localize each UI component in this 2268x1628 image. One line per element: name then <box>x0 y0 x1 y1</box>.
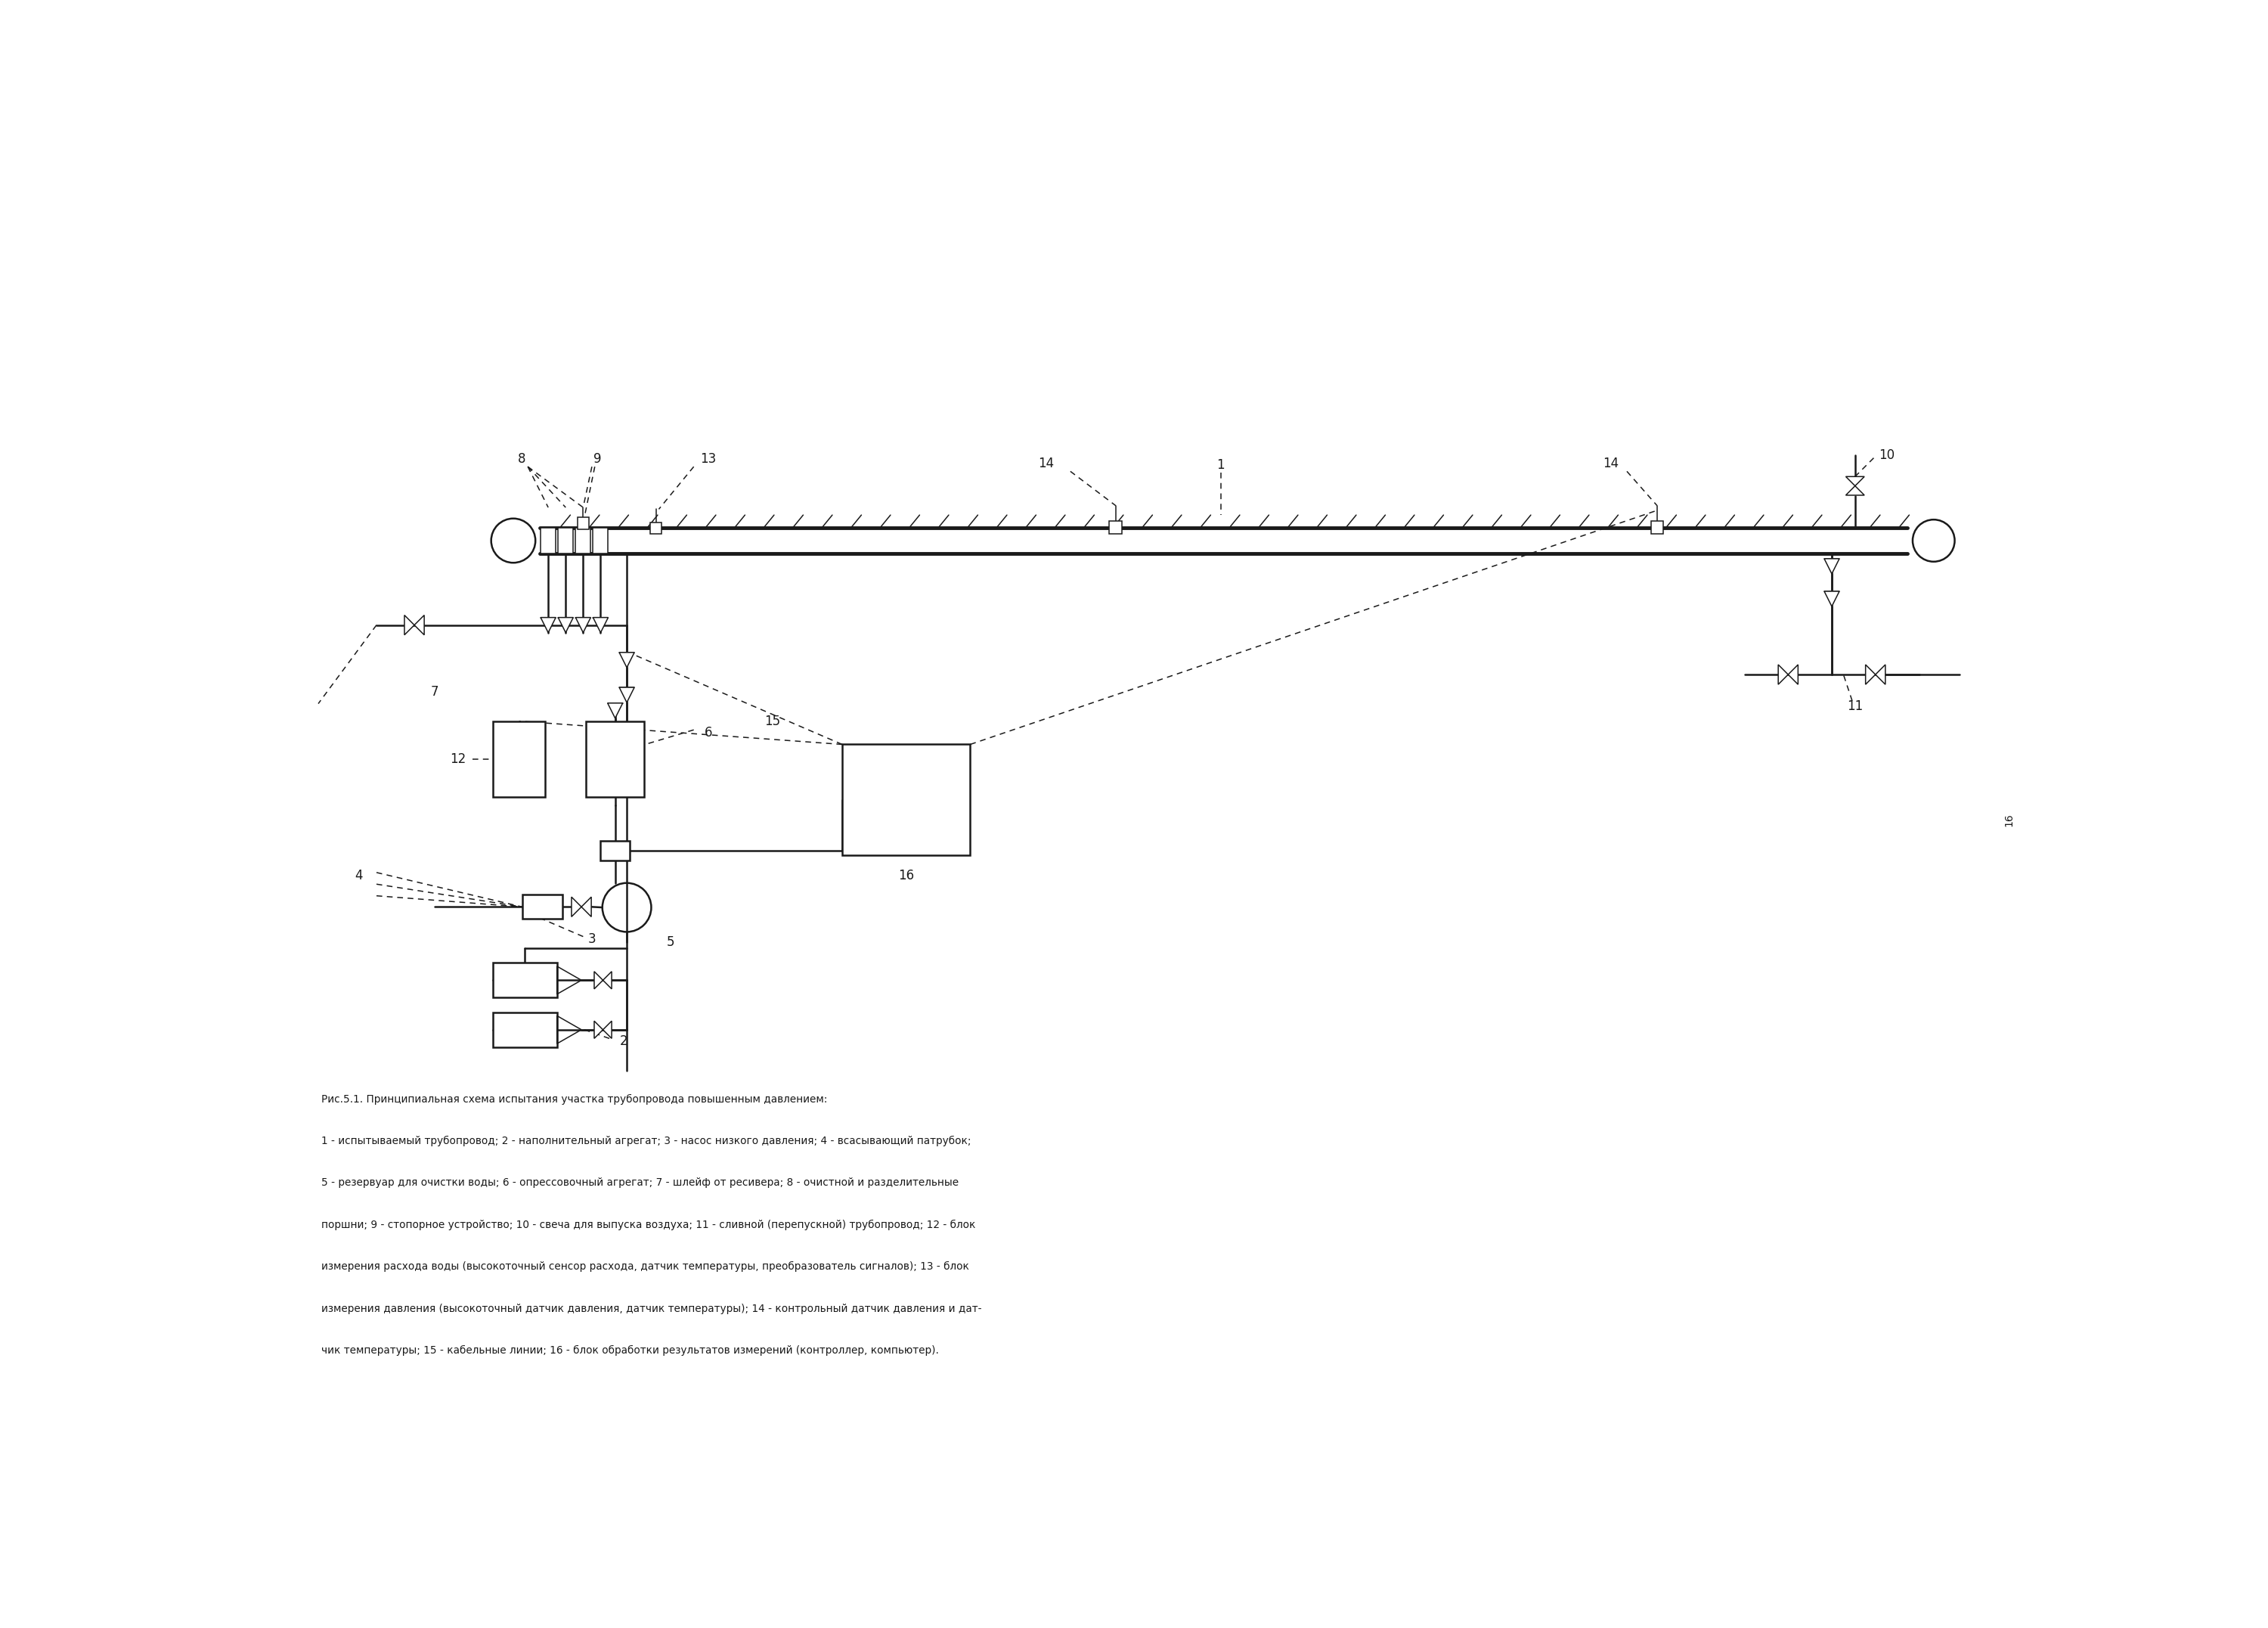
Polygon shape <box>594 1021 603 1039</box>
Polygon shape <box>581 897 592 917</box>
Polygon shape <box>619 687 635 703</box>
Text: поршни; 9 - стопорное устройство; 10 - свеча для выпуска воздуха; 11 - сливной (: поршни; 9 - стопорное устройство; 10 - с… <box>322 1219 975 1231</box>
Bar <box>492 962 558 998</box>
Text: 4: 4 <box>356 869 363 882</box>
Bar <box>1109 521 1123 534</box>
Polygon shape <box>415 615 424 635</box>
Circle shape <box>492 518 535 563</box>
Text: 14: 14 <box>1039 457 1055 470</box>
Bar <box>576 527 590 554</box>
Text: 1 - испытываемый трубопровод; 2 - наполнительный агрегат; 3 - насос низкого давл: 1 - испытываемый трубопровод; 2 - наполн… <box>322 1136 971 1146</box>
Polygon shape <box>1787 664 1799 684</box>
Polygon shape <box>592 617 608 633</box>
Bar <box>601 840 631 861</box>
Polygon shape <box>603 1021 612 1039</box>
Polygon shape <box>1823 591 1839 606</box>
Text: 2: 2 <box>619 1034 628 1048</box>
Bar <box>841 744 971 855</box>
Text: 16: 16 <box>898 869 914 882</box>
Bar <box>592 527 608 554</box>
Polygon shape <box>1778 664 1787 684</box>
Text: 11: 11 <box>1846 700 1862 713</box>
Polygon shape <box>1846 485 1864 495</box>
Text: 5 - резервуар для очистки воды; 6 - опрессовочный агрегат; 7 - шлейф от ресивера: 5 - резервуар для очистки воды; 6 - опре… <box>322 1177 959 1188</box>
Polygon shape <box>576 617 590 633</box>
Bar <box>585 721 644 796</box>
Text: 1: 1 <box>1216 457 1225 472</box>
Bar <box>651 523 662 534</box>
Text: 13: 13 <box>701 453 717 466</box>
Text: 16: 16 <box>2005 814 2014 827</box>
Text: измерения давления (высокоточный датчик давления, датчик температуры); 14 - конт: измерения давления (высокоточный датчик … <box>322 1304 982 1314</box>
Text: 7: 7 <box>431 685 438 698</box>
Polygon shape <box>1823 558 1839 573</box>
Text: 5: 5 <box>667 936 674 949</box>
Bar <box>492 1013 558 1047</box>
Polygon shape <box>1876 664 1885 684</box>
Bar <box>492 721 544 796</box>
Text: 9: 9 <box>594 453 601 466</box>
Text: 6: 6 <box>705 726 712 739</box>
Bar <box>540 527 556 554</box>
Polygon shape <box>603 972 612 988</box>
Bar <box>578 518 590 529</box>
Polygon shape <box>1867 664 1876 684</box>
Polygon shape <box>558 617 574 633</box>
Text: 3: 3 <box>587 933 596 946</box>
Text: чик температуры; 15 - кабельные линии; 16 - блок обработки результатов измерений: чик температуры; 15 - кабельные линии; 1… <box>322 1345 939 1356</box>
Polygon shape <box>594 972 603 988</box>
Text: 15: 15 <box>764 715 780 728</box>
Text: 8: 8 <box>517 453 526 466</box>
Polygon shape <box>619 653 635 667</box>
Polygon shape <box>608 703 624 718</box>
Polygon shape <box>404 615 415 635</box>
Bar <box>558 527 574 554</box>
Bar <box>1651 521 1662 534</box>
Text: 12: 12 <box>449 752 465 765</box>
Circle shape <box>1912 519 1955 562</box>
Text: измерения расхода воды (высокоточный сенсор расхода, датчик температуры, преобра: измерения расхода воды (высокоточный сен… <box>322 1262 968 1271</box>
Bar <box>522 895 562 920</box>
Polygon shape <box>572 897 581 917</box>
Text: Рис.5.1. Принципиальная схема испытания участка трубопровода повышенным давление: Рис.5.1. Принципиальная схема испытания … <box>322 1094 828 1104</box>
Text: 14: 14 <box>1603 457 1619 470</box>
Text: 10: 10 <box>1880 448 1896 462</box>
Polygon shape <box>1846 477 1864 485</box>
Polygon shape <box>540 617 556 633</box>
